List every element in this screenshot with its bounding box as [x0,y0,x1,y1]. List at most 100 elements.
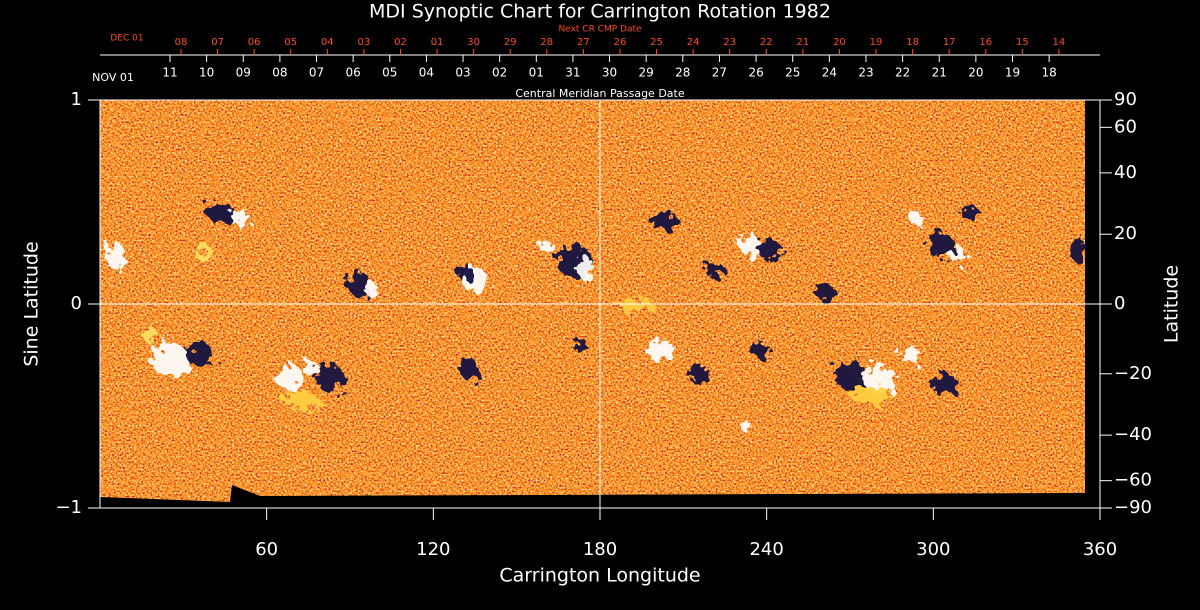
date-label: 21 [796,37,809,48]
active-region [105,241,125,269]
x-tick-label: 240 [749,539,783,560]
date-label: 21 [932,66,947,80]
active-region [646,340,674,360]
date-label: 03 [358,37,371,48]
date-label: 28 [675,66,690,80]
active-region [230,210,250,226]
date-label: 06 [248,37,261,48]
date-label: 15 [1016,37,1029,48]
x-tick-label: 300 [916,539,950,560]
date-label: 06 [346,66,361,80]
date-label: 27 [577,37,590,48]
active-region [460,360,480,380]
active-region [195,247,215,263]
active-region [926,233,954,257]
x-tick-label: 60 [255,539,278,560]
date-label: 29 [504,37,517,48]
active-region [540,242,556,254]
date-label: 11 [162,66,177,80]
active-region [815,284,835,300]
y2-tick-label: −60 [1114,470,1152,491]
date-label: 29 [639,66,654,80]
date-label: 30 [602,66,617,80]
active-region [280,392,320,408]
date-label: 08 [272,66,287,80]
date-label: 28 [540,37,553,48]
active-region [1070,238,1086,262]
active-region [365,284,379,296]
y-tick-label: −1 [55,497,82,518]
active-region [850,385,890,405]
date-axis-start: NOV 01 [92,71,134,84]
date-label: 16 [979,37,992,48]
date-label: 01 [431,37,444,48]
y2-tick-label: 60 [1114,116,1137,137]
date-label: 01 [529,66,544,80]
date-label: 24 [822,66,837,80]
date-label: 14 [1053,37,1066,48]
date-label: 05 [284,37,297,48]
date-label: 10 [199,66,214,80]
y2-tick-label: −40 [1114,424,1152,445]
active-region [206,202,234,222]
active-region [900,347,920,363]
date-label: 25 [785,66,800,80]
y2-tick-label: 0 [1114,293,1125,314]
date-axis-title: Next CR CMP Date [558,25,642,35]
date-label: 09 [236,66,251,80]
chart-title: MDI Synoptic Chart for Carrington Rotati… [369,1,831,23]
date-label: 24 [687,37,700,48]
date-label: 26 [748,66,763,80]
x-tick-label: 120 [416,539,450,560]
date-label: 07 [309,66,324,80]
date-label: 08 [175,37,188,48]
y2-tick-label: 90 [1114,89,1137,110]
date-label: 23 [858,66,873,80]
y2-tick-label: 20 [1114,223,1137,244]
date-label: 02 [394,37,407,48]
active-region [739,420,751,430]
active-region [186,343,214,367]
active-region [705,263,725,277]
active-region [960,206,980,220]
date-label: 05 [382,66,397,80]
active-region [834,361,866,389]
active-region [302,360,318,376]
date-label: 27 [712,66,727,80]
active-region [931,375,959,395]
date-label: 02 [492,66,507,80]
date-label: 23 [723,37,736,48]
active-regions [105,202,1086,430]
active-region [276,366,304,390]
date-label: 22 [760,37,773,48]
date-label: 26 [614,37,627,48]
date-axis-title: Central Meridian Passage Date [515,87,684,100]
active-region [690,365,710,385]
y2-tick-label: −20 [1114,363,1152,384]
date-label: 17 [943,37,956,48]
active-region [950,247,966,263]
active-region [457,264,473,280]
date-axis-start: DEC 01 [110,34,143,44]
y-tick-label: 0 [71,293,82,314]
x-tick-label: 180 [583,539,617,560]
date-label: 20 [833,37,846,48]
active-region [142,327,158,343]
y-tick-label: 1 [71,89,82,110]
active-region [758,240,782,260]
x-tick-label: 360 [1083,539,1117,560]
x-axis-label: Carrington Longitude [499,565,700,587]
date-label: 22 [895,66,910,80]
date-label: 18 [1041,66,1056,80]
active-region [577,256,593,280]
date-label: 07 [211,37,224,48]
date-label: 19 [870,37,883,48]
date-label: 25 [650,37,663,48]
date-label: 31 [565,66,580,80]
active-region [908,212,922,224]
y2-tick-label: −90 [1114,497,1152,518]
active-region [572,339,588,351]
active-region [150,344,190,376]
y2-tick-label: 40 [1114,162,1137,183]
